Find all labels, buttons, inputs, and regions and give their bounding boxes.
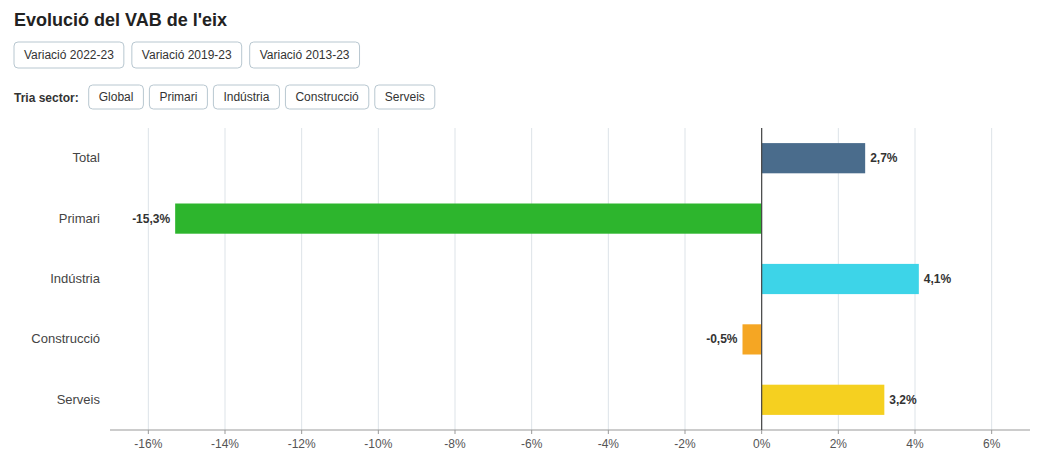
tick-label: -6% (521, 437, 543, 451)
button: Indústria (213, 85, 279, 109)
data-label: -0,5% (706, 332, 738, 346)
button: Variació 2019-23 (132, 42, 242, 68)
grid-line (455, 128, 456, 430)
tick-mark (838, 430, 839, 434)
bar (762, 264, 919, 294)
tick-mark (455, 430, 456, 434)
button-label: Variació 2022-23 (24, 48, 114, 62)
tick-label: -8% (444, 437, 466, 451)
tick-label: -14% (211, 437, 239, 451)
grid-line (148, 128, 149, 430)
data-label: 3,2% (889, 393, 917, 407)
grid-line (531, 128, 532, 430)
tick-label: 0% (753, 437, 771, 451)
tick-label: -10% (364, 437, 392, 451)
grid-line (608, 128, 609, 430)
button-box (149, 85, 207, 109)
button-box (14, 42, 124, 68)
tick-mark (378, 430, 379, 434)
bar (762, 385, 885, 415)
grid-line (225, 128, 226, 430)
button-label: Global (99, 90, 134, 104)
grid-line (761, 128, 762, 430)
grid-line (991, 128, 992, 430)
zero-line (761, 128, 762, 430)
tick-mark (301, 430, 302, 434)
button: Primari (149, 85, 207, 109)
x-axis-line (110, 430, 1030, 431)
button: Serveis (375, 85, 435, 109)
button: Variació 2013-23 (250, 42, 360, 68)
grid-line (301, 128, 302, 430)
data-label: 4,1% (924, 272, 952, 286)
tick-label: 4% (906, 437, 924, 451)
button-box (213, 85, 279, 109)
button-label: Variació 2019-23 (142, 48, 232, 62)
bar (762, 143, 866, 173)
button-box (285, 85, 368, 109)
tick-label: 6% (983, 437, 1001, 451)
tick-label: -4% (598, 437, 620, 451)
tick-mark (148, 430, 149, 434)
tick-mark (761, 430, 762, 434)
bar (743, 324, 762, 354)
bar (175, 204, 762, 234)
button: Construcció (285, 85, 368, 109)
tick-mark (608, 430, 609, 434)
grid-line (685, 128, 686, 430)
selector-label: Tria sector: (14, 91, 79, 105)
button-box (89, 85, 144, 109)
tick-mark (225, 430, 226, 434)
button-box (250, 42, 360, 68)
button-box (132, 42, 242, 68)
category-label: Total (73, 150, 101, 165)
tick-label: -2% (674, 437, 696, 451)
category-label: Primari (59, 211, 100, 226)
button-label: Indústria (223, 90, 269, 104)
button-label: Serveis (385, 90, 425, 104)
bars (175, 143, 919, 415)
button-label: Variació 2013-23 (260, 48, 350, 62)
tick-mark (915, 430, 916, 434)
button: Global (89, 85, 144, 109)
grid: -16% -14% -12% -10% -8% -6% -4% -2% 0% 2% 4% 6% (134, 128, 1000, 451)
data-label: 2,7% (870, 151, 898, 165)
grid-line (378, 128, 379, 430)
tick-label: 2% (830, 437, 848, 451)
tick-mark (991, 430, 992, 434)
tick-mark (531, 430, 532, 434)
button-box (375, 85, 435, 109)
data-label: -15,3% (132, 212, 170, 226)
tick-mark (685, 430, 686, 434)
category-label: Serveis (57, 392, 101, 407)
category-label: Construcció (31, 331, 100, 346)
button: Variació 2022-23 (14, 42, 124, 68)
button-label: Construcció (295, 90, 359, 104)
tick-label: -16% (134, 437, 162, 451)
tick-label: -12% (288, 437, 316, 451)
button-label: Primari (159, 90, 197, 104)
title: Evolució del VAB de l'eix (14, 10, 227, 30)
category-label: Indústria (50, 271, 101, 286)
